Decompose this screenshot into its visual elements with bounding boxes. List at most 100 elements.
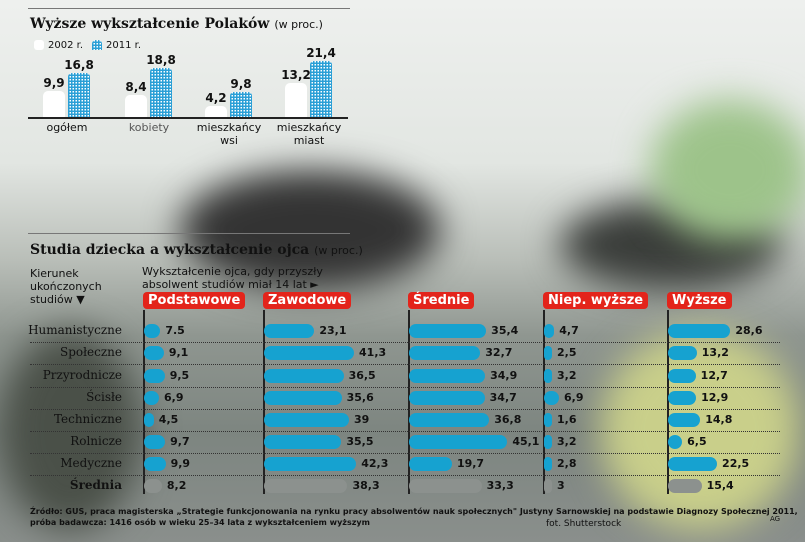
top-rule: [28, 8, 350, 9]
row-divider: [30, 453, 780, 454]
bar-rednie: [409, 369, 486, 383]
bar-podstawowe: [144, 479, 162, 493]
data-label: 22,5: [722, 457, 750, 470]
column-axis: [667, 310, 669, 494]
data-label: 6,9: [164, 391, 184, 404]
data-label: 18,8: [146, 53, 176, 68]
source-line-1: Źródło: GUS, praca magisterska „Strategi…: [30, 507, 798, 516]
bar-zawodowe: [264, 369, 344, 383]
data-label: 3,2: [557, 369, 577, 382]
source-line-2: próba badawcza: 1416 osób w wieku 25–34 …: [30, 518, 370, 527]
data-label: 35,4: [491, 324, 519, 337]
data-label: 9,9: [170, 457, 191, 470]
column-label-rednie: Średnie: [408, 292, 475, 309]
chart2-title: Studia dziecka a wykształcenie ojca (w p…: [30, 242, 363, 258]
column-axis: [263, 310, 265, 494]
data-label: 36,8: [494, 413, 522, 426]
row-label: Rolnicze: [70, 434, 122, 448]
bar-podstawowe: [144, 391, 160, 405]
data-label: 34,9: [490, 369, 518, 382]
bar-2002: [205, 106, 227, 117]
row-header: Kierunek ukończonych studiów ▼: [30, 267, 102, 306]
bar-zawodowe: [264, 346, 355, 360]
bar-rednie: [409, 346, 481, 360]
bar-wysze: [668, 479, 702, 493]
row-divider: [30, 342, 780, 343]
bar-niepwysze: [544, 479, 552, 493]
data-label: 12,9: [701, 391, 729, 404]
legend-label-2011: 2011 r.: [106, 40, 141, 51]
bar-2002: [285, 82, 307, 117]
legend-label-2002: 2002 r.: [48, 40, 83, 51]
bar-zawodowe: [264, 324, 315, 338]
data-label: 9,5: [169, 369, 190, 382]
bar-rednie: [409, 324, 487, 338]
data-label: 6,5: [687, 435, 707, 448]
row-divider: [30, 431, 780, 432]
data-label: 13,2: [281, 67, 311, 82]
bar-rednie: [409, 435, 508, 449]
column-label-zawodowe: Zawodowe: [263, 292, 352, 309]
bar-podstawowe: [144, 346, 164, 360]
bar-podstawowe: [144, 369, 165, 383]
data-label: 42,3: [361, 457, 389, 470]
bar-niepwysze: [544, 391, 560, 405]
bar-2011: [310, 61, 332, 117]
data-label: 15,4: [706, 479, 734, 492]
data-label: 38,3: [352, 479, 380, 492]
bar-niepwysze: [544, 369, 552, 383]
row-label: Przyrodnicze: [42, 368, 122, 382]
data-label: 19,7: [456, 457, 485, 470]
bar-niepwysze: [544, 413, 552, 427]
data-label: 14,8: [705, 413, 733, 426]
row-divider: [30, 475, 780, 476]
bar-wysze: [668, 391, 697, 405]
bar-wysze: [668, 369, 696, 383]
bar-2011: [68, 73, 90, 117]
data-label: 4,2: [205, 91, 227, 106]
bar-wysze: [668, 413, 701, 427]
column-label-wysze: Wyższe: [667, 292, 732, 309]
data-label: 16,8: [64, 58, 94, 73]
bar-rednie: [409, 479, 482, 493]
data-label: 34,7: [489, 391, 517, 404]
bar-2002: [43, 91, 65, 117]
bar-rednie: [409, 457, 452, 471]
row-label: Ścisłe: [86, 390, 122, 404]
category-label: ogółem: [46, 121, 88, 134]
bar-zawodowe: [264, 457, 357, 471]
data-label: 21,4: [306, 46, 336, 61]
bar-rednie: [409, 413, 490, 427]
bar-podstawowe: [144, 435, 166, 449]
data-label: 6,9: [564, 391, 584, 404]
category-label: mieszkańcy miast: [276, 121, 342, 147]
row-label: Średnia: [69, 478, 122, 492]
data-label: 41,3: [359, 346, 387, 359]
data-label: 28,6: [735, 324, 763, 337]
bar-zawodowe: [264, 391, 342, 405]
row-label: Medyczne: [60, 456, 122, 470]
bar-niepwysze: [544, 457, 552, 471]
data-label: 32,7: [485, 346, 513, 359]
data-label: 12,7: [700, 369, 728, 382]
bar-niepwysze: [544, 324, 555, 338]
bar-zawodowe: [264, 435, 342, 449]
mid-rule: [28, 233, 350, 234]
data-label: 23,1: [319, 324, 347, 337]
data-label: 35,5: [346, 435, 374, 448]
data-label: 9,9: [43, 76, 65, 91]
data-label: 35,6: [346, 391, 374, 404]
data-label: 13,2: [701, 346, 729, 359]
data-label: 8,2: [166, 479, 187, 492]
data-label: 45,1: [512, 435, 540, 448]
bar-wysze: [668, 324, 731, 338]
row-label: Techniczne: [53, 412, 122, 426]
bar-2002: [125, 95, 147, 117]
data-label: 7.5: [165, 324, 185, 337]
author-initials: AG: [770, 515, 781, 523]
row-label: Społeczne: [60, 345, 122, 359]
column-axis: [543, 310, 545, 494]
legend-swatch-2011: [92, 40, 102, 50]
column-label-podstawowe: Podstawowe: [143, 292, 246, 309]
row-divider: [30, 409, 780, 410]
